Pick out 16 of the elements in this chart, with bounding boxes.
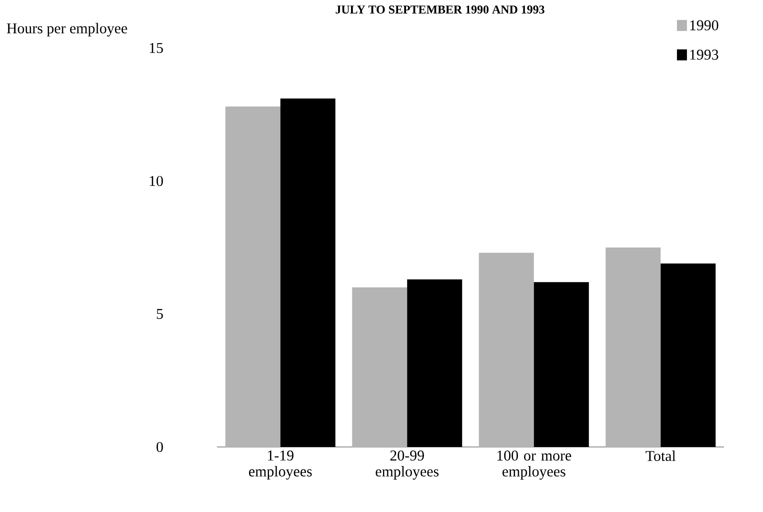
x-tick-label: 100 or more employees <box>497 450 572 480</box>
bar <box>352 287 408 447</box>
x-tick-label: 1-19 employees <box>249 450 312 480</box>
y-tick-label: 0 <box>156 442 163 452</box>
x-tick-label: Total <box>646 450 676 462</box>
legend-label: 1990 <box>690 20 718 30</box>
bar <box>478 252 534 447</box>
bar <box>606 247 661 447</box>
chart-title: JULY TO SEPTEMBER 1990 AND 1993 <box>336 6 544 14</box>
x-tick-label: 20-99 employees <box>376 450 439 480</box>
y-tick-label: 5 <box>156 309 163 319</box>
y-axis-title: Hours per employee <box>6 22 128 36</box>
y-tick-label: 10 <box>150 176 163 186</box>
legend-label: 1993 <box>690 50 718 60</box>
y-tick-label: 15 <box>150 42 163 53</box>
bar <box>225 106 280 447</box>
